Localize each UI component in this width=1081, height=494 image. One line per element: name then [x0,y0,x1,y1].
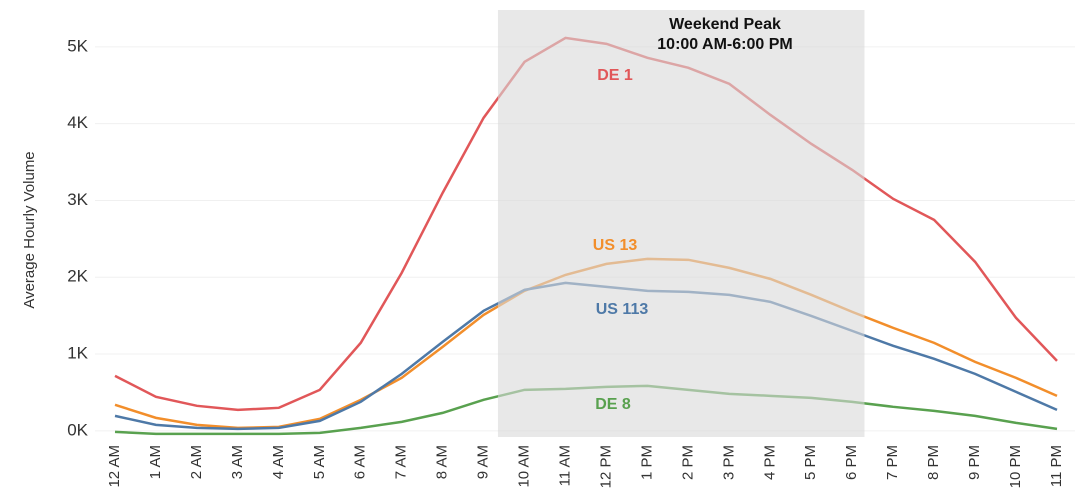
series-label: US 13 [593,237,638,254]
series-label: US 113 [596,301,649,318]
x-tick-label: 10 PM [1007,445,1024,488]
x-tick-label: 6 PM [843,445,860,480]
x-tick-label: 5 AM [311,445,328,479]
x-tick-label: 2 PM [679,445,696,480]
x-tick-label: 9 AM [475,445,492,479]
x-tick-label: 11 PM [1048,445,1065,487]
highlight-band [497,10,865,437]
annotation: Weekend Peak 10:00 AM-6:00 PM [657,16,792,53]
x-tick-label: 6 AM [352,445,369,479]
x-tick-label: 3 PM [720,445,737,480]
y-tick-label: 3K [67,190,88,209]
y-tick-label: 1K [67,344,88,363]
x-tick-label: 1 PM [638,445,655,480]
annotation-line: 10:00 AM-6:00 PM [657,36,792,53]
x-tick-label: 12 PM [597,445,614,488]
x-tick-label: 5 PM [802,445,819,480]
x-tick-label: 11 AM [556,445,573,486]
y-tick-label: 4K [67,113,88,132]
x-tick-label: 4 AM [270,445,287,479]
annotation-line: Weekend Peak [669,16,781,33]
x-tick-label: 4 PM [761,445,778,480]
x-tick-label: 8 AM [434,445,451,479]
x-tick-label: 2 AM [188,445,205,479]
x-tick-label: 10 AM [516,445,533,488]
series-label: DE 8 [595,396,631,413]
x-tick-label: 7 AM [393,445,410,479]
series-label: DE 1 [597,67,633,84]
y-tick-label: 2K [67,267,88,286]
x-tick-label: 8 PM [925,445,942,480]
x-tick-label: 12 AM [106,445,123,488]
x-tick-label: 3 AM [229,445,246,479]
x-tick-label: 7 PM [884,445,901,480]
y-axis-label: Average Hourly Volume [21,151,38,308]
x-tick-label: 9 PM [966,445,983,480]
y-tick-label: 0K [67,420,88,439]
x-tick-label: 1 AM [147,445,164,479]
y-tick-label: 5K [67,36,88,55]
